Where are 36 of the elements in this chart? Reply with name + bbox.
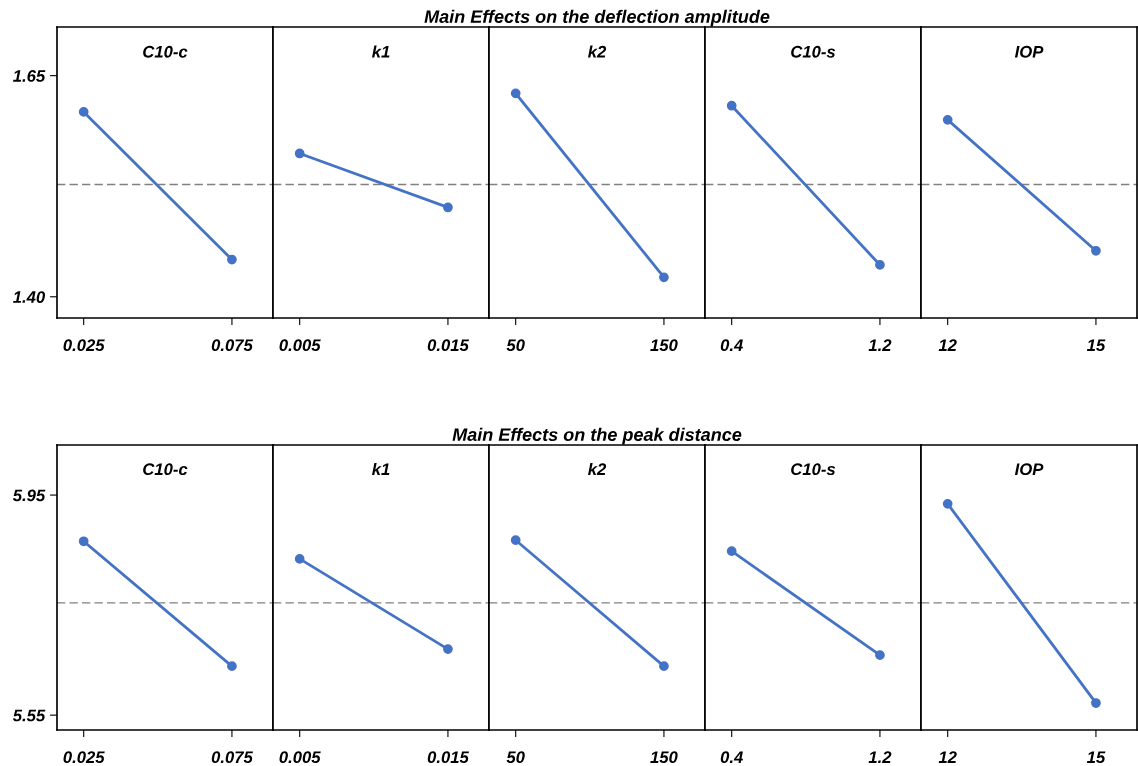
annotation: C10-c (143, 45, 188, 58)
x-tick-label: 0.025 (63, 339, 105, 352)
chart-title: Main Effects on the peak distance (452, 427, 742, 445)
annotation: C10-c (143, 463, 188, 476)
x-tick-label: 15 (1086, 751, 1106, 764)
x-tick-label: 0.005 (279, 751, 321, 764)
x-tick-label: 0.4 (720, 339, 743, 352)
x-tick-label: 1.2 (868, 339, 892, 351)
x-tick-label: 50 (506, 751, 525, 764)
x-tick-label: 12 (938, 339, 957, 351)
x-tick-label: 50 (506, 339, 525, 352)
annotation: IOP (1014, 45, 1044, 58)
x-tick-label: 12 (938, 751, 957, 763)
y-tick-label: 5.95 (12, 489, 46, 502)
annotation: k2 (588, 45, 607, 58)
x-tick-label: 0.025 (63, 751, 105, 764)
x-tick-label: 0.015 (427, 339, 469, 352)
x-tick-label: 0.005 (279, 339, 321, 352)
chart-title: Main Effects on the deflection amplitude (424, 9, 770, 27)
annotation: k2 (588, 462, 607, 475)
y-tick-label: 1.40 (13, 291, 46, 303)
x-tick-label: 1.2 (868, 751, 892, 763)
x-tick-label: 15 (1086, 339, 1106, 352)
x-tick-label: 150 (650, 751, 678, 764)
x-tick-label: 0.015 (427, 751, 469, 764)
annotation: IOP (1014, 463, 1044, 476)
x-tick-label: 0.075 (211, 339, 253, 352)
x-tick-label: 0.4 (720, 751, 743, 764)
x-tick-label: 0.075 (211, 751, 253, 764)
annotation: C10-s (791, 45, 836, 58)
annotation: k1 (372, 45, 390, 58)
x-tick-label: 150 (650, 339, 678, 352)
y-tick-label: 5.55 (12, 709, 46, 722)
annotation: C10-s (791, 463, 836, 476)
y-tick-label: 1.65 (13, 70, 46, 82)
annotation: k1 (372, 462, 390, 475)
